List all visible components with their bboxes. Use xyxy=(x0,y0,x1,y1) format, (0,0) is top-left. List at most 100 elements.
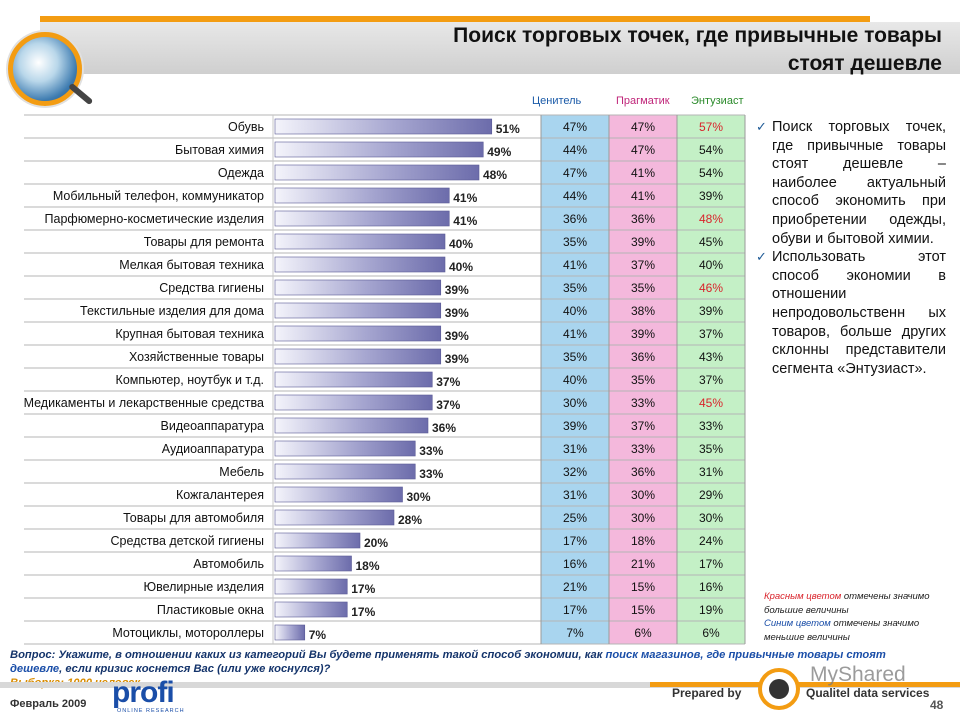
segment-value: 36% xyxy=(631,350,655,364)
category-label: Средства гигиены xyxy=(159,281,264,295)
legend-red-label: Красным цветом xyxy=(764,591,842,602)
bar xyxy=(274,463,416,480)
segment-value: 39% xyxy=(631,235,655,249)
segment-value: 17% xyxy=(699,557,723,571)
bar xyxy=(274,578,348,595)
magnifier-logo-icon xyxy=(8,32,82,106)
footer-accent-line xyxy=(650,682,960,687)
category-label: Аудиоаппаратура xyxy=(162,442,264,456)
category-label: Мобильный телефон, коммуникатор xyxy=(53,189,264,203)
profi-logo: profi xyxy=(112,676,175,709)
title-strip xyxy=(40,22,960,74)
category-label: Кожгалантерея xyxy=(176,488,264,502)
bar-value-label: 37% xyxy=(436,375,460,389)
segment-value: 36% xyxy=(631,212,655,226)
column-header-entuziast: Энтузиаст xyxy=(691,95,744,107)
segment-value: 47% xyxy=(631,143,655,157)
bar-value-label: 33% xyxy=(419,467,443,481)
bar-value-label: 20% xyxy=(364,536,388,550)
bar-value-label: 40% xyxy=(449,237,473,251)
bar xyxy=(274,187,450,204)
segment-value: 21% xyxy=(631,557,655,571)
category-label: Одежда xyxy=(218,166,264,180)
bar-value-label: 17% xyxy=(351,605,375,619)
category-label: Компьютер, ноутбук и т.д. xyxy=(116,373,264,387)
segment-value: 33% xyxy=(699,419,723,433)
segment-value: 44% xyxy=(563,143,587,157)
segment-value: 39% xyxy=(631,327,655,341)
category-label: Товары для автомобиля xyxy=(123,511,264,525)
segment-value: 33% xyxy=(631,396,655,410)
segment-value: 38% xyxy=(631,304,655,318)
segment-value: 30% xyxy=(631,511,655,525)
sidebar-bullet-2: ✓ Использовать этот способ экономии в отн… xyxy=(756,249,946,377)
segment-value: 36% xyxy=(631,465,655,479)
bar-value-label: 40% xyxy=(449,260,473,274)
bar xyxy=(274,256,446,273)
segment-value: 47% xyxy=(563,120,587,134)
bar-value-label: 39% xyxy=(445,283,469,297)
category-label: Крупная бытовая техника xyxy=(115,327,264,341)
footer-line xyxy=(0,682,960,688)
segment-value: 17% xyxy=(563,534,587,548)
bar-value-label: 49% xyxy=(487,145,511,159)
segment-value: 35% xyxy=(563,235,587,249)
column-header-tsenitel: Ценитель xyxy=(532,95,582,107)
category-label: Ювелирные изделия xyxy=(143,580,264,594)
segment-value: 41% xyxy=(563,327,587,341)
bar-value-label: 7% xyxy=(309,628,327,642)
bar xyxy=(274,164,480,181)
segment-value: 35% xyxy=(563,281,587,295)
bar-value-label: 39% xyxy=(445,329,469,343)
segment-value: 30% xyxy=(563,396,587,410)
bar-value-label: 28% xyxy=(398,513,422,527)
segment-value: 37% xyxy=(699,373,723,387)
chart-rows: Обувь 51% 47% 47% 57% Бытовая химия 49% 44% 47% 5… xyxy=(24,114,746,645)
legend-blue-label: Синим цветом xyxy=(764,618,831,629)
category-label: Обувь xyxy=(228,120,264,134)
segment-value: 35% xyxy=(631,373,655,387)
bar-value-label: 17% xyxy=(351,582,375,596)
bar xyxy=(274,118,493,135)
sidebar-bullet-1: ✓ Поиск торговых точек, где привычные тов… xyxy=(756,119,946,247)
segment-value: 17% xyxy=(563,603,587,617)
segment-value: 54% xyxy=(699,143,723,157)
bar-value-label: 48% xyxy=(483,168,507,182)
segment-value: 43% xyxy=(699,350,723,364)
segment-value: 39% xyxy=(699,304,723,318)
segment-value: 29% xyxy=(699,488,723,502)
segment-value: 19% xyxy=(699,603,723,617)
category-label: Мотоциклы, мотороллеры xyxy=(112,626,264,640)
category-label: Средства детской гигиены xyxy=(111,534,264,548)
segment-value: 41% xyxy=(631,189,655,203)
bar xyxy=(274,509,395,526)
category-label: Мелкая бытовая техника xyxy=(119,258,264,272)
bar-value-label: 51% xyxy=(496,122,520,136)
segment-value: 37% xyxy=(631,258,655,272)
bar xyxy=(274,555,352,572)
segment-value: 41% xyxy=(631,166,655,180)
segment-value: 35% xyxy=(699,442,723,456)
segment-value: 40% xyxy=(563,304,587,318)
bar xyxy=(274,141,484,158)
segment-value: 41% xyxy=(563,258,587,272)
segment-value: 47% xyxy=(563,166,587,180)
category-label: Видеоаппаратура xyxy=(161,419,265,433)
segment-value: 6% xyxy=(634,626,652,640)
bar xyxy=(274,601,348,618)
segment-value: 30% xyxy=(631,488,655,502)
question-highlight: поиск магазинов, где привычные товары ст… xyxy=(10,649,886,675)
bar xyxy=(274,532,361,549)
bar xyxy=(274,417,429,434)
qualitel-logo-icon xyxy=(758,668,800,710)
segment-value: 46% xyxy=(699,281,723,295)
category-label: Мебель xyxy=(219,465,264,479)
sidebar-notes: ✓ Поиск торговых точек, где привычные тов… xyxy=(756,118,946,378)
segment-value: 7% xyxy=(566,626,584,640)
segment-value: 45% xyxy=(699,396,723,410)
bar-value-label: 33% xyxy=(419,444,443,458)
bar-value-label: 18% xyxy=(356,559,380,573)
segment-value: 36% xyxy=(563,212,587,226)
segment-value: 40% xyxy=(699,258,723,272)
